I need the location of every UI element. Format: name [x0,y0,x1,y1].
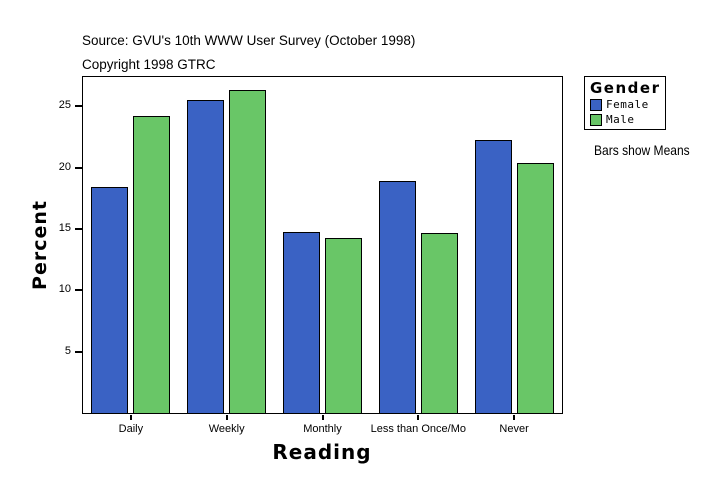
bar-female-monthly [282,232,320,413]
x-tick-label: Weekly [208,423,245,435]
y-tick-label: 10 [58,283,71,296]
x-tick [513,415,516,420]
x-axis-title: Reading [272,440,372,464]
y-tick [75,105,82,108]
category-group-less-than-once-mo [370,77,466,413]
bar-female-never [474,140,512,413]
legend-item-label: Female [606,98,649,111]
x-tick [129,415,132,420]
bars-note: Bars show Means [594,142,690,158]
source-text: Source: GVU's 10th WWW User Survey (Octo… [82,33,416,48]
x-tick-label: Less than Once/Mo [370,423,466,435]
category-group-weekly [179,77,275,413]
plot-area: 5 10 15 20 25 Daily Weekly Monthly Less than Onc… [59,76,563,435]
y-tick [75,228,82,231]
legend: Gender Female Male [584,76,666,130]
category-group-never [466,77,562,413]
x-tick [417,415,420,420]
category-group-monthly [275,77,371,413]
y-tick-label: 20 [58,160,71,173]
x-tick-label: Never [499,423,529,435]
bar-male-daily [133,116,171,413]
y-tick-label: 15 [58,222,71,235]
bar-female-daily [91,187,129,413]
bar-female-weekly [187,100,225,413]
x-tick-label: Monthly [303,423,342,435]
y-tick [75,289,82,292]
category-group-daily [83,77,179,413]
y-tick [75,166,82,169]
y-tick [75,350,82,353]
legend-swatch-male-icon [590,113,602,126]
legend-item-label: Male [606,113,635,126]
bar-male-less-than-once-mo [420,233,458,413]
legend-title: Gender [590,79,661,97]
legend-item-male: Male [590,112,660,127]
y-tick-label: 25 [58,99,71,112]
copyright-text: Copyright 1998 GTRC [82,57,216,72]
x-tick [321,415,324,420]
legend-item-female: Female [590,97,660,112]
x-tick-label: Daily [118,423,144,435]
y-tick-label: 5 [64,344,71,357]
legend-items: Female Male [590,97,660,127]
legend-swatch-female-icon [590,98,602,111]
bar-male-never [516,163,554,413]
bar-male-weekly [229,90,267,413]
bar-female-less-than-once-mo [378,181,416,413]
bar-male-monthly [324,238,362,413]
y-axis-title: Percent [29,200,51,290]
x-tick [225,415,228,420]
